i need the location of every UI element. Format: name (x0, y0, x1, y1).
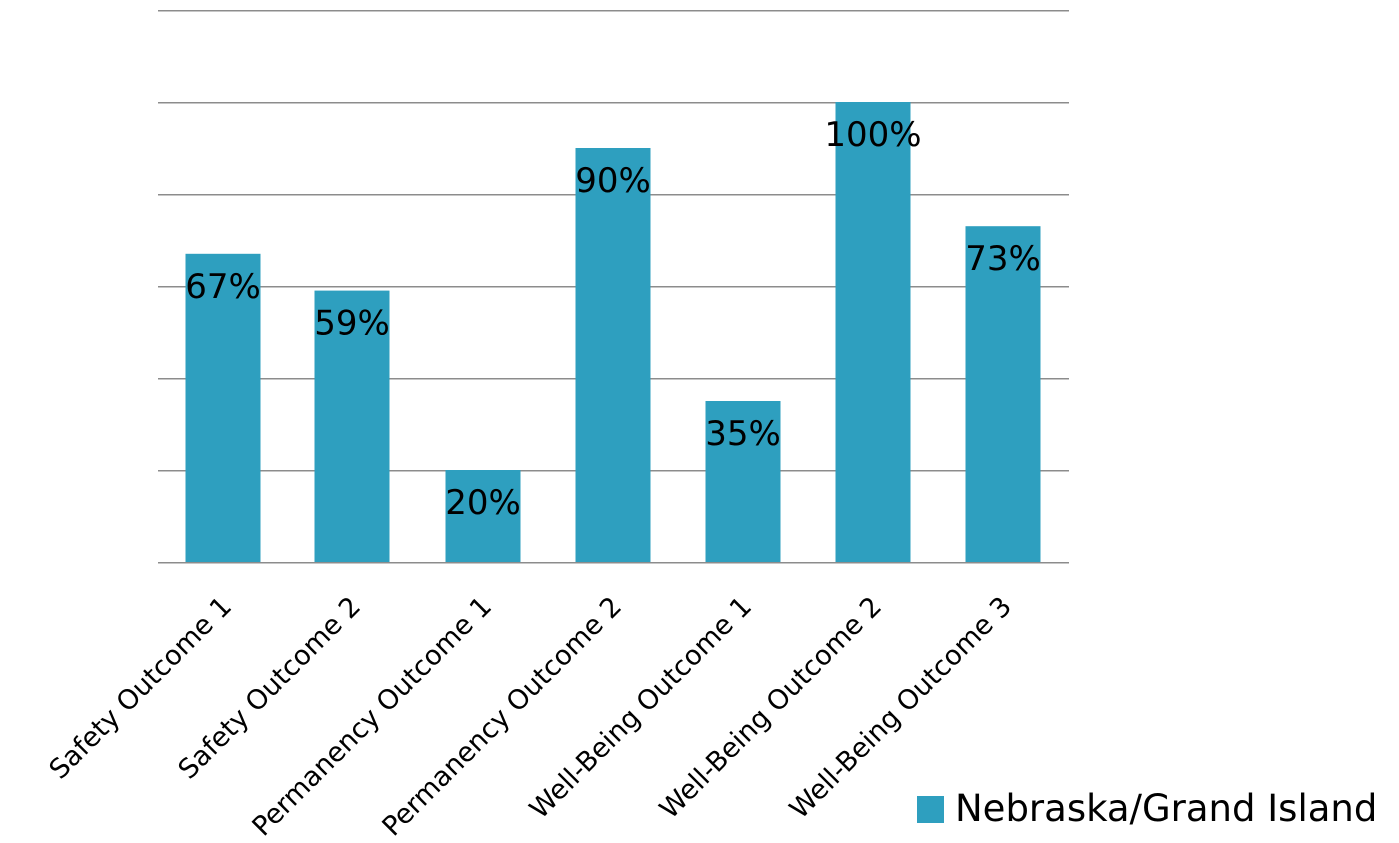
bar (965, 226, 1041, 562)
legend: Nebraska/Grand Island (917, 787, 1377, 830)
data-label: 100% (824, 115, 921, 155)
bar (835, 102, 911, 562)
bar (445, 470, 521, 562)
x-tick-label: Permanency Outcome 2 (376, 591, 627, 842)
x-tick-label: Permanency Outcome 1 (246, 591, 497, 842)
data-label: 35% (705, 414, 781, 454)
data-label: 59% (314, 304, 390, 344)
data-labels: 67% 59% 20% 90% 35% 100% 73% (185, 115, 1041, 523)
bars (185, 102, 1041, 563)
data-label: 67% (185, 267, 261, 307)
bar (575, 148, 651, 562)
x-tick-label: Well-Being Outcome 1 (524, 591, 758, 825)
x-tick-label: Well-Being Outcome 2 (654, 591, 888, 825)
bar (314, 290, 390, 562)
legend-swatch (917, 796, 944, 823)
bar (185, 253, 261, 563)
legend-label: Nebraska/Grand Island (955, 787, 1377, 830)
data-label: 20% (445, 483, 521, 523)
data-label: 73% (965, 239, 1041, 279)
data-label: 90% (575, 161, 651, 201)
bar (705, 401, 781, 562)
